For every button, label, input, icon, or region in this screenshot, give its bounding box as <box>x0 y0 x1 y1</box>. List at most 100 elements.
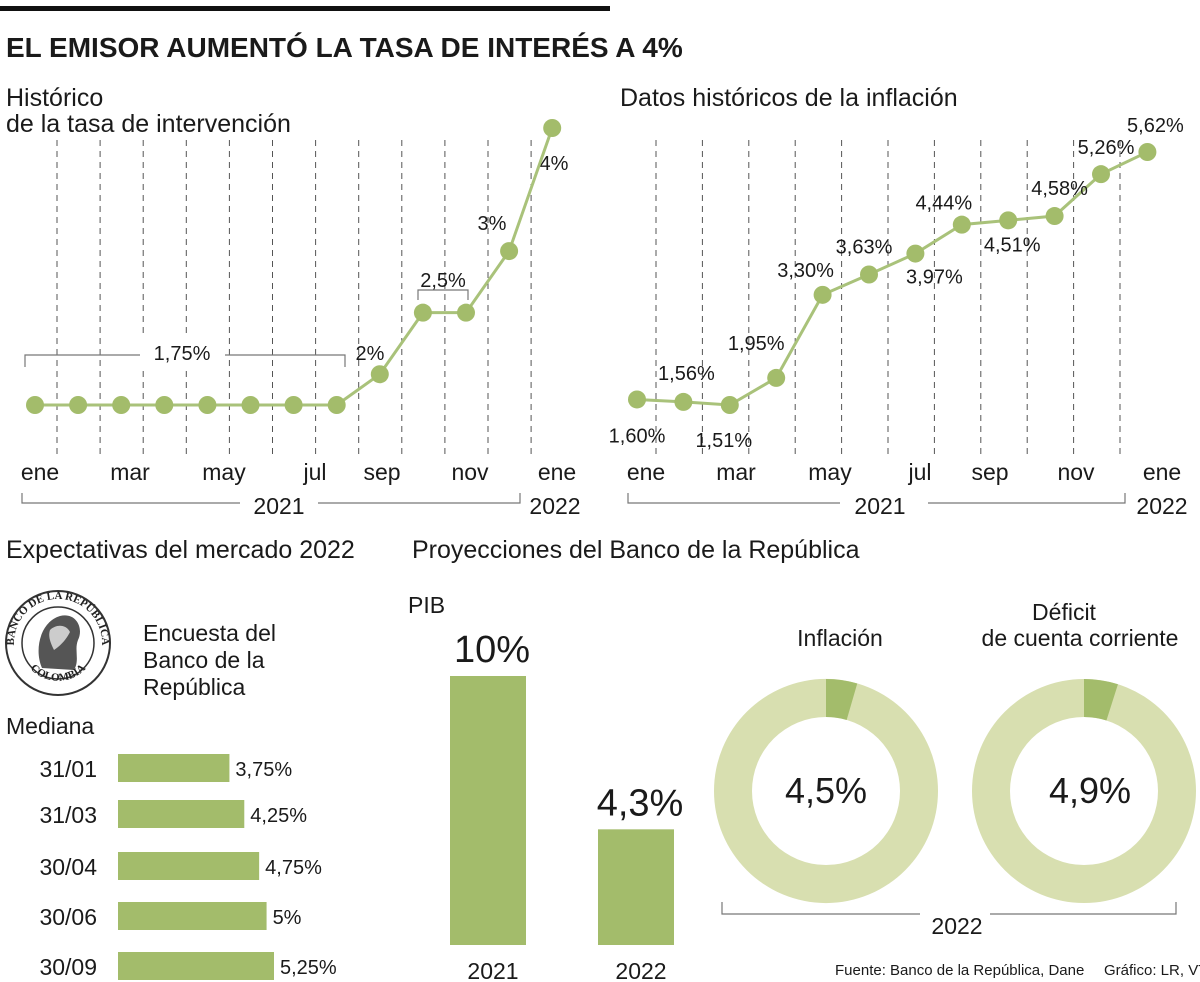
rate-series-line <box>35 127 554 407</box>
deficit-projection-donut: Déficit de cuenta corriente 4,9% <box>972 599 1196 903</box>
rate-point <box>413 303 432 322</box>
inflation-x-axis-labels: ene mar may jul sep nov ene <box>627 459 1181 485</box>
rate-x-label: sep <box>363 459 400 485</box>
inflation-point <box>1092 165 1110 184</box>
inflation-point <box>999 211 1018 230</box>
inflation-donut-ring <box>713 678 939 904</box>
inflation-point-label: 3,30% <box>777 260 834 282</box>
pib-bar <box>598 829 674 945</box>
donut2-title-line2: de cuenta corriente <box>982 625 1179 651</box>
rate-chart-title-line2: de la tasa de intervención <box>6 110 291 138</box>
inflation-series-points <box>628 143 1157 414</box>
rate-x-label: ene <box>21 459 59 485</box>
pib-label: PIB <box>408 592 445 618</box>
rate-point <box>112 396 131 414</box>
inflation-point-label: 5,26% <box>1078 137 1135 159</box>
rate-point <box>500 242 519 261</box>
inflation-chart-gridlines <box>655 140 1121 455</box>
rate-point <box>26 396 44 414</box>
pib-bars: 10% 2021 4,3% 2022 <box>450 629 683 982</box>
inflation-point-label: 3,97% <box>906 267 963 289</box>
expectation-date: 31/01 <box>39 756 97 782</box>
inflation-point <box>720 396 739 414</box>
inflation-x-label: ene <box>1143 459 1181 485</box>
inflation-point <box>767 368 786 387</box>
inflation-year-axis-right <box>928 493 1126 504</box>
survey-label-line2: Banco de la <box>143 647 265 673</box>
inflation-x-label: jul <box>907 459 931 485</box>
rate-point <box>69 396 88 414</box>
inflation-point <box>1138 143 1157 161</box>
main-title: EL EMISOR AUMENTÓ LA TASA DE INTERÉS A 4… <box>6 32 683 63</box>
donut-year-label: 2022 <box>931 913 982 939</box>
rate-point <box>370 365 389 384</box>
rate-point <box>543 119 562 137</box>
expectation-value: 3,75% <box>235 759 292 781</box>
median-label: Mediana <box>6 713 94 739</box>
pib-year-label: 2022 <box>615 958 666 982</box>
rate-x-label: jul <box>302 459 326 485</box>
interest-rate-chart: Histórico de la tasa de intervención 1,7… <box>6 84 581 519</box>
rate-year-2021: 2021 <box>253 493 304 519</box>
rate-point <box>457 303 475 322</box>
expectation-date: 30/06 <box>39 904 97 930</box>
expectation-value: 4,25% <box>250 805 307 827</box>
rate-chart-title-line1: Histórico <box>6 84 103 112</box>
inflation-point <box>906 244 925 263</box>
inflation-point <box>1045 207 1064 226</box>
pib-bar-value: 10% <box>454 629 530 671</box>
inflation-point-label: 4,51% <box>984 234 1041 256</box>
header-rule <box>0 6 610 11</box>
inflation-point-labels: 1,60% 1,56% 1,51% 1,95% 3,30%3,63% 3,97% 4,44%… <box>609 115 1184 452</box>
rate-year-axis-left <box>21 493 240 504</box>
inflation-x-label: may <box>808 459 852 485</box>
projections-title: Proyecciones del Banco de la República <box>412 536 860 564</box>
rate-x-axis-labels: ene mar may jul sep nov ene <box>21 459 576 485</box>
banco-republica-seal: BANCO DE LA REPÚBLICA COLOMBIA <box>5 590 111 696</box>
expectation-value: 5,25% <box>280 957 337 979</box>
donut2-value: 4,9% <box>1049 770 1131 811</box>
pib-bar-value: 4,3% <box>597 782 684 824</box>
rate-point <box>284 396 303 414</box>
projections-section: Proyecciones del Banco de la República P… <box>408 536 1196 982</box>
market-expectations-chart: Expectativas del mercado 2022 BANCO DE L… <box>5 536 355 980</box>
inflation-point <box>952 215 971 234</box>
inflation-chart-title: Datos históricos de la inflación <box>620 84 958 112</box>
rate-bracket-175-bg <box>140 338 225 368</box>
expectation-bar <box>118 754 230 782</box>
expectations-title: Expectativas del mercado 2022 <box>6 536 355 564</box>
inflation-point <box>860 265 878 284</box>
inflation-history-chart: Datos históricos de la inflación 1,60%1,… <box>609 84 1188 519</box>
rate-point <box>198 396 217 414</box>
survey-label-line3: República <box>143 674 245 700</box>
inflation-point <box>628 390 646 409</box>
survey-label-line1: Encuesta del <box>143 620 276 646</box>
donut-year-bg <box>920 905 990 929</box>
pib-bar <box>450 676 526 945</box>
inflation-year-2021: 2021 <box>854 493 905 519</box>
rate-label-4: 4% <box>540 153 569 175</box>
rate-label-3: 3% <box>478 213 507 235</box>
expectation-bar <box>118 800 245 828</box>
rate-year-2022: 2022 <box>529 493 580 519</box>
inflation-point-label: 4,58% <box>1031 178 1088 200</box>
expectations-bars: 31/01 3,75% 31/03 4,25% 30/04 4,75% 30/06 5% 30/… <box>39 754 337 980</box>
expectation-bar <box>118 852 260 880</box>
inflation-point <box>813 285 832 304</box>
inflation-donut-slice <box>826 679 858 720</box>
inflation-x-label: nov <box>1057 459 1095 485</box>
inflation-year-axis-left <box>627 493 840 504</box>
expectation-date: 30/04 <box>39 854 97 880</box>
credit-note: Gráfico: LR, VT <box>1104 962 1200 979</box>
inflation-year-2022: 2022 <box>1136 493 1187 519</box>
source-note: Fuente: Banco de la República, Dane <box>835 962 1084 979</box>
rate-chart-gridlines <box>56 140 532 455</box>
inflation-point <box>674 392 693 411</box>
rate-label-25: 2,5% <box>420 270 466 292</box>
deficit-donut-slice <box>1084 679 1118 721</box>
rate-series-points <box>26 119 562 414</box>
rate-point <box>241 396 260 414</box>
expectation-date: 31/03 <box>39 802 97 828</box>
inflation-point-label: 1,95% <box>728 333 785 355</box>
